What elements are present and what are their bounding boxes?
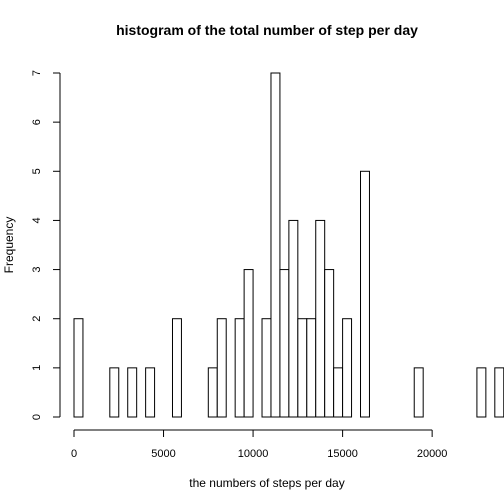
histogram-bar: [360, 170, 370, 418]
y-tick-label: 2: [31, 316, 43, 322]
x-tick-label: 5000: [151, 448, 175, 460]
x-tick-label: 0: [71, 448, 77, 460]
histogram-bar: [127, 367, 138, 418]
x-axis-label: the numbers of steps per day: [189, 476, 344, 490]
y-tick-label: 0: [31, 414, 43, 420]
histogram-bar: [234, 318, 245, 418]
x-tick-label: 10000: [238, 448, 269, 460]
histogram-bar: [109, 367, 120, 418]
histogram-bar: [145, 367, 156, 418]
histogram-bar: [243, 269, 254, 418]
histogram-bar: [288, 219, 299, 418]
histogram-bar: [342, 318, 353, 418]
histogram-bar: [270, 72, 281, 418]
histogram-bar: [494, 367, 504, 418]
histogram-bar: [207, 367, 218, 418]
histogram-bar: [315, 219, 326, 418]
y-tick-label: 5: [31, 168, 43, 174]
y-tick-label: 1: [31, 365, 43, 371]
y-tick-label: 3: [31, 267, 43, 273]
histogram-bar: [279, 269, 290, 418]
y-axis-label: Frequency: [2, 217, 16, 274]
y-axis: 0 1 2 3 4 5 6 7: [31, 70, 61, 420]
bars-group: [73, 72, 504, 418]
x-tick-label: 20000: [417, 448, 448, 460]
y-tick-label: 7: [31, 70, 43, 76]
histogram-bar: [324, 269, 335, 418]
x-tick-label: 15000: [327, 448, 358, 460]
histogram-bar: [476, 367, 487, 418]
histogram-bar: [297, 318, 308, 418]
histogram-bar: [216, 318, 227, 418]
histogram-bar: [171, 318, 182, 418]
histogram-bar: [73, 318, 84, 418]
histogram-bar: [261, 318, 272, 418]
x-axis: 0 5000 10000 15000 20000: [71, 429, 448, 460]
histogram-bar: [413, 367, 424, 418]
chart-title: histogram of the total number of step pe…: [116, 22, 418, 38]
histogram-bar: [306, 318, 317, 418]
y-tick-label: 6: [31, 119, 43, 125]
y-tick-label: 4: [31, 217, 43, 223]
histogram-bar: [333, 367, 344, 418]
